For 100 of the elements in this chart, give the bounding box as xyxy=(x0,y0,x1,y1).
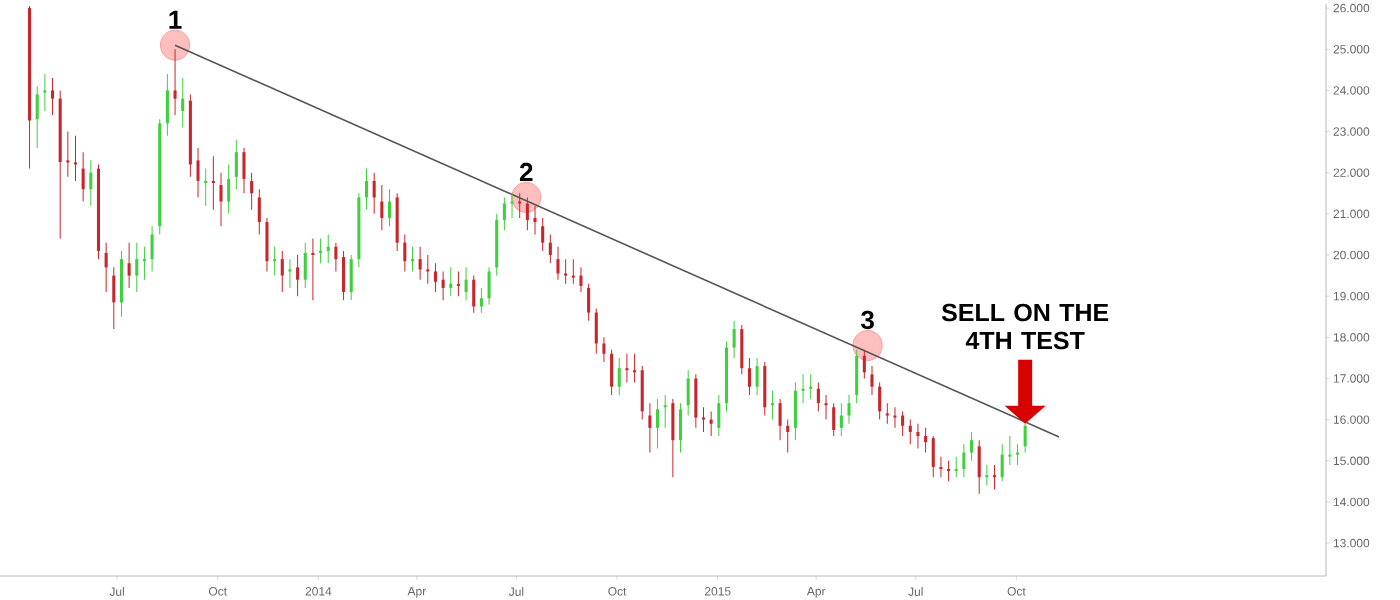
candlestick xyxy=(410,246,415,272)
candlestick xyxy=(916,423,920,449)
candlestick xyxy=(35,85,39,149)
candlestick xyxy=(250,172,254,211)
candlestick xyxy=(204,168,208,207)
candlestick xyxy=(855,349,859,404)
candlestick xyxy=(671,398,675,478)
candlestick xyxy=(970,431,974,462)
annotation: 1 xyxy=(169,10,182,29)
candlestick xyxy=(342,250,346,301)
candlestick xyxy=(319,238,323,264)
candlestick xyxy=(257,188,261,235)
candlestick xyxy=(227,163,231,215)
candlestick xyxy=(878,382,882,421)
candlestick xyxy=(663,394,667,429)
candlestick xyxy=(326,233,330,264)
candlestick xyxy=(288,258,292,289)
candlestick xyxy=(479,287,483,314)
candlestick xyxy=(81,151,85,203)
candlestick xyxy=(441,270,445,301)
candlestick xyxy=(924,427,928,454)
candlestick xyxy=(801,373,805,404)
candlestick xyxy=(947,460,951,482)
candlestick xyxy=(870,365,874,396)
candlestick xyxy=(977,439,981,495)
candlestick xyxy=(495,213,499,277)
candlestick xyxy=(280,250,284,293)
candlestick xyxy=(617,357,621,396)
candlestick xyxy=(533,205,537,235)
candlestick xyxy=(311,238,315,301)
candlestick xyxy=(1023,423,1027,454)
candlestick xyxy=(165,73,169,137)
candlestick xyxy=(640,365,644,421)
candlestick xyxy=(242,147,246,194)
candlestick xyxy=(793,382,797,441)
candlestick xyxy=(893,406,897,429)
candlestick xyxy=(548,233,552,264)
candlestick xyxy=(303,242,307,289)
candlestick xyxy=(142,246,146,281)
candlestick xyxy=(824,394,828,421)
candlestick xyxy=(349,254,353,301)
candlestick xyxy=(50,77,55,116)
candlestick xyxy=(273,246,277,277)
candlestick xyxy=(564,258,568,285)
candlestick xyxy=(816,382,820,412)
candlestick xyxy=(579,266,583,293)
candlestick xyxy=(717,394,721,437)
candlestick xyxy=(656,398,660,449)
candlestick xyxy=(112,266,116,330)
candlestick xyxy=(502,196,506,231)
candlestick xyxy=(372,172,376,215)
candlestick xyxy=(127,242,131,289)
candlestick xyxy=(954,456,958,478)
candlestick xyxy=(832,402,836,437)
candlestick xyxy=(418,246,422,281)
candlestick xyxy=(839,402,843,437)
candlestick xyxy=(594,308,598,355)
candlestick xyxy=(962,443,966,478)
candlestick xyxy=(993,464,997,491)
candlestick xyxy=(173,48,177,116)
candlestick xyxy=(747,357,751,396)
candlestick xyxy=(89,159,93,207)
candlestick xyxy=(1000,443,1004,482)
candlestick xyxy=(403,233,407,272)
candlestick xyxy=(510,192,514,219)
candlestick xyxy=(104,242,108,293)
candlestick xyxy=(763,361,767,417)
candlestick xyxy=(571,258,575,285)
candlestick xyxy=(518,192,522,219)
candlestick xyxy=(701,406,706,433)
candlestick xyxy=(219,172,223,227)
candlestick xyxy=(678,402,683,454)
candlestick xyxy=(740,324,744,375)
candlestick xyxy=(587,283,591,322)
annotation: 3 xyxy=(860,310,874,330)
candlestick xyxy=(755,357,759,396)
candlestick xyxy=(334,242,338,272)
candlestick xyxy=(472,275,476,314)
candlestick xyxy=(1008,435,1012,466)
candlestick xyxy=(426,254,430,285)
candlestick xyxy=(464,266,468,301)
candlestick xyxy=(610,349,614,396)
candlestick xyxy=(556,246,560,281)
candlestick xyxy=(709,410,713,437)
candlestick xyxy=(732,320,736,359)
candlestick xyxy=(181,77,185,128)
candlestick xyxy=(931,435,935,478)
candlestick xyxy=(66,131,70,178)
candlestick xyxy=(487,266,491,305)
candlestick xyxy=(1015,443,1020,466)
candlestick xyxy=(694,373,698,429)
annotation: SELL ON THE 4TH TEST xyxy=(941,303,1109,350)
candlestick xyxy=(648,402,652,454)
candlestick xyxy=(901,410,905,437)
candlestick xyxy=(985,464,989,486)
candlestick xyxy=(809,373,813,400)
candlestick xyxy=(862,349,866,379)
candlestick xyxy=(234,139,238,190)
candlestick xyxy=(73,135,78,182)
candlestick xyxy=(786,419,790,454)
